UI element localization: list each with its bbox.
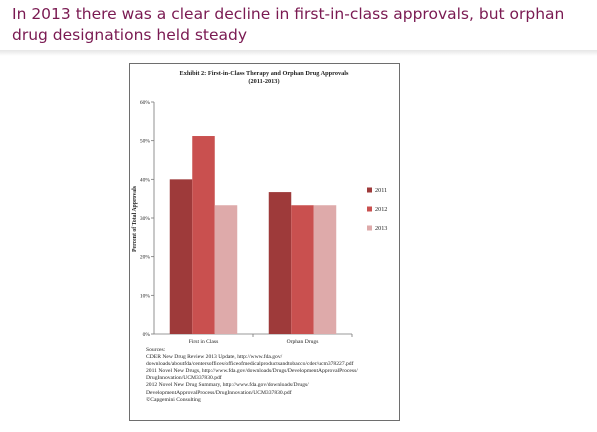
slide-title: In 2013 there was a clear decline in fir… bbox=[12, 5, 565, 44]
sources-block: Sources: CDER New Drug Review 2013 Updat… bbox=[146, 347, 398, 404]
source-line: downloads/aboutfda/centersoffices/office… bbox=[146, 361, 354, 368]
source-line: DevelopmentApprovalProcess/DrugInnovatio… bbox=[146, 389, 292, 396]
sources-heading: Sources: bbox=[146, 347, 166, 353]
source-line: DrugInnovation/UCM337830.pdf bbox=[146, 375, 222, 382]
title-divider bbox=[0, 50, 597, 56]
source-line: 2011 Novel New Drugs, http://www.fda.gov… bbox=[146, 368, 358, 375]
source-line: CDER New Drug Review 2013 Update, http:/… bbox=[146, 354, 283, 361]
source-line: 2012 Novel New Drug Summary, http://www.… bbox=[146, 382, 309, 389]
copyright: ©Capgemini Consulting bbox=[146, 396, 201, 403]
